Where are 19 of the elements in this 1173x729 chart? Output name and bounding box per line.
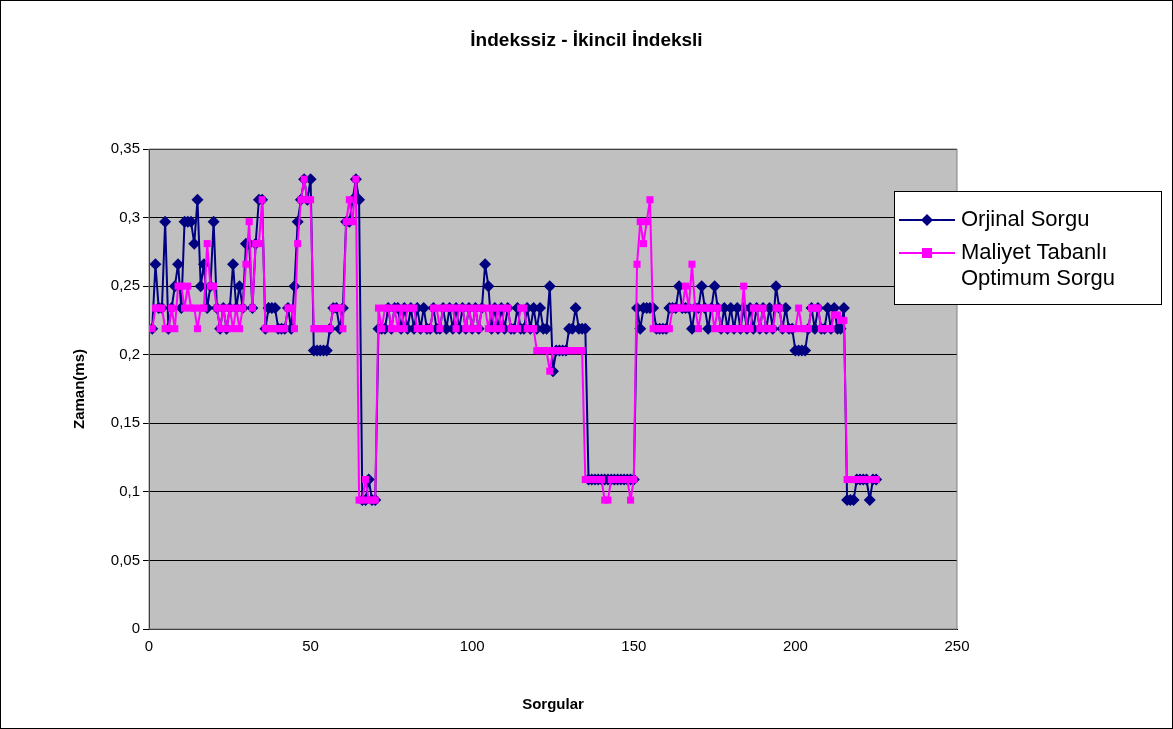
x-tick-label: 0 xyxy=(144,637,154,655)
x-tick-label: 50 xyxy=(302,637,319,655)
y-axis-title: Zaman(ms) xyxy=(70,348,88,430)
y-tick-label: 0,25 xyxy=(110,276,140,294)
x-axis-title: Sorgular xyxy=(522,695,584,713)
y-tick-label: 0,05 xyxy=(110,550,140,568)
chart-title: İndekssiz - İkincil İndeksli xyxy=(469,29,704,51)
y-tick-label: 0 xyxy=(131,619,140,637)
legend-label: Maliyet Tabanlı Optimum Sorgu xyxy=(961,239,1117,290)
legend-label: Orjinal Sorgu xyxy=(961,206,1090,232)
y-tick-label: 0,2 xyxy=(119,344,140,362)
x-tick-label: 250 xyxy=(944,637,970,655)
x-tick-label: 150 xyxy=(621,637,647,655)
y-tick-label: 0,1 xyxy=(119,482,140,499)
y-tick-label: 0,3 xyxy=(119,207,140,225)
x-tick-label: 200 xyxy=(782,637,808,655)
x-tick-label: 100 xyxy=(459,637,485,655)
y-tick-label: 0,15 xyxy=(110,413,140,431)
y-tick-label: 0,35 xyxy=(110,139,140,157)
